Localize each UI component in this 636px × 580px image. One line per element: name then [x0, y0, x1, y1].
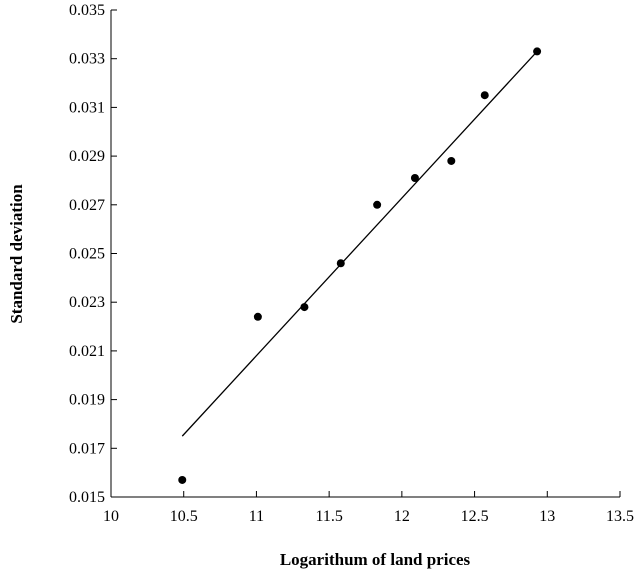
y-axis-title: Standard deviation: [7, 184, 26, 324]
x-tick-label: 12.5: [461, 508, 489, 525]
data-point: [410, 174, 419, 183]
axes: [110, 10, 620, 498]
data-point: [533, 47, 542, 56]
data-point: [336, 259, 345, 268]
data-point: [178, 475, 187, 484]
x-tick-label: 13: [539, 508, 555, 525]
y-tick-label: 0.017: [69, 440, 105, 457]
y-tick-label: 0.031: [69, 99, 105, 116]
y-tick-label: 0.021: [69, 343, 105, 360]
data-point: [253, 312, 262, 321]
y-ticks: 0.015 0.017 0.019 0.021 0.023 0.025 0.027 0.029…: [69, 2, 117, 506]
y-tick-label: 0.033: [69, 51, 105, 68]
y-tick-label: 0.015: [69, 489, 105, 506]
x-tick-label: 12: [394, 508, 410, 525]
data-point: [447, 156, 456, 165]
x-tick-label: 10.5: [170, 508, 198, 525]
x-tick-label: 13.5: [606, 508, 634, 525]
y-tick-label: 0.027: [69, 197, 105, 214]
x-ticks: 10 10.5 11 11.5 12 12.5 13 13.5: [103, 491, 634, 525]
data-point: [300, 303, 309, 312]
data-points: [178, 47, 542, 484]
x-axis-title: Logarithum of land prices: [280, 550, 471, 569]
y-tick-label: 0.019: [69, 392, 105, 409]
data-point: [373, 200, 382, 209]
y-tick-label: 0.025: [69, 246, 105, 263]
y-tick-label: 0.023: [69, 294, 105, 311]
y-tick-label: 0.029: [69, 148, 105, 165]
x-tick-label: 11: [249, 508, 264, 525]
x-tick-label: 10: [103, 508, 119, 525]
trendline-group: [181, 50, 538, 437]
y-tick-label: 0.035: [69, 2, 105, 19]
data-point: [480, 91, 489, 100]
x-tick-label: 11.5: [315, 508, 342, 525]
trendline: [181, 50, 538, 437]
